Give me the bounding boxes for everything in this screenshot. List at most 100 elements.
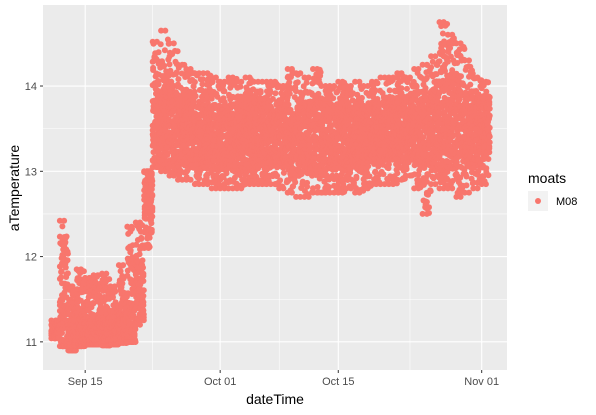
data-point xyxy=(294,79,301,86)
data-point xyxy=(169,82,176,89)
data-point xyxy=(196,175,203,182)
data-point xyxy=(212,74,219,81)
data-point xyxy=(59,223,66,230)
data-point xyxy=(136,251,143,258)
data-point xyxy=(162,27,169,34)
data-point xyxy=(199,76,206,83)
data-point xyxy=(149,213,156,220)
data-point xyxy=(286,90,293,97)
data-point xyxy=(103,270,110,277)
data-point xyxy=(237,83,244,90)
data-point xyxy=(148,226,155,233)
data-point xyxy=(285,101,292,108)
data-point xyxy=(297,70,304,77)
data-point xyxy=(140,311,147,318)
data-point xyxy=(62,239,69,246)
data-point xyxy=(139,257,146,264)
data-point xyxy=(56,217,63,224)
data-point xyxy=(200,70,207,77)
data-point xyxy=(292,179,299,186)
data-point xyxy=(140,287,147,294)
data-point xyxy=(149,178,156,184)
data-point xyxy=(330,95,337,102)
data-point xyxy=(192,93,199,100)
data-point xyxy=(155,81,162,88)
data-point xyxy=(288,189,295,196)
data-point xyxy=(110,294,116,301)
data-point xyxy=(112,288,119,295)
data-point xyxy=(199,81,206,88)
data-point xyxy=(149,208,156,215)
data-point xyxy=(140,292,147,299)
data-point xyxy=(132,338,139,345)
data-point xyxy=(175,76,182,83)
data-point xyxy=(166,61,173,68)
data-point xyxy=(358,94,365,101)
data-point xyxy=(58,268,65,275)
data-point xyxy=(140,278,147,284)
data-point xyxy=(133,241,140,248)
data-point xyxy=(173,69,180,76)
data-point xyxy=(62,264,69,271)
data-point xyxy=(75,304,81,311)
data-point xyxy=(225,74,232,81)
data-point xyxy=(164,152,171,158)
data-point xyxy=(286,79,293,86)
data-point xyxy=(155,49,162,56)
data-point xyxy=(63,233,70,240)
data-point xyxy=(140,270,147,277)
data-point xyxy=(140,264,146,271)
data-point xyxy=(187,66,194,72)
data-point xyxy=(225,185,232,192)
data-point xyxy=(111,283,118,290)
data-point xyxy=(209,78,216,85)
data-point xyxy=(61,217,68,224)
data-point xyxy=(106,276,113,283)
data-point xyxy=(80,268,87,275)
data-point xyxy=(317,69,324,76)
data-point xyxy=(353,173,360,180)
data-point xyxy=(221,88,228,95)
data-point xyxy=(117,268,124,275)
data-point xyxy=(250,181,257,188)
data-point xyxy=(129,225,135,232)
data-point xyxy=(196,70,203,77)
data-point xyxy=(326,184,332,190)
data-point xyxy=(179,176,186,183)
data-point xyxy=(69,283,76,290)
data-point xyxy=(154,87,161,94)
data-points xyxy=(48,19,493,354)
data-point xyxy=(146,234,153,241)
data-point xyxy=(131,330,138,337)
data-point xyxy=(132,326,139,333)
data-point xyxy=(280,185,287,192)
data-point xyxy=(157,41,164,48)
data-point xyxy=(140,302,147,309)
data-point xyxy=(127,247,134,254)
data-point xyxy=(161,62,168,69)
data-point xyxy=(148,220,155,227)
data-point xyxy=(137,321,143,328)
data-point xyxy=(64,270,71,277)
data-point xyxy=(64,250,71,257)
data-point xyxy=(305,74,312,81)
data-point xyxy=(64,257,71,264)
data-point xyxy=(149,182,156,189)
data-point xyxy=(257,88,264,95)
data-point xyxy=(196,181,203,188)
data-point xyxy=(58,274,65,281)
data-point xyxy=(174,48,181,55)
data-point xyxy=(277,177,284,184)
data-point xyxy=(272,90,279,97)
data-point xyxy=(124,223,131,230)
data-point xyxy=(314,184,321,190)
data-point xyxy=(255,78,262,85)
data-point xyxy=(149,191,156,198)
data-point xyxy=(187,176,194,183)
data-point xyxy=(259,78,266,85)
data-point xyxy=(138,235,145,242)
data-point xyxy=(175,113,181,120)
data-point xyxy=(250,78,257,85)
data-point xyxy=(158,27,165,34)
